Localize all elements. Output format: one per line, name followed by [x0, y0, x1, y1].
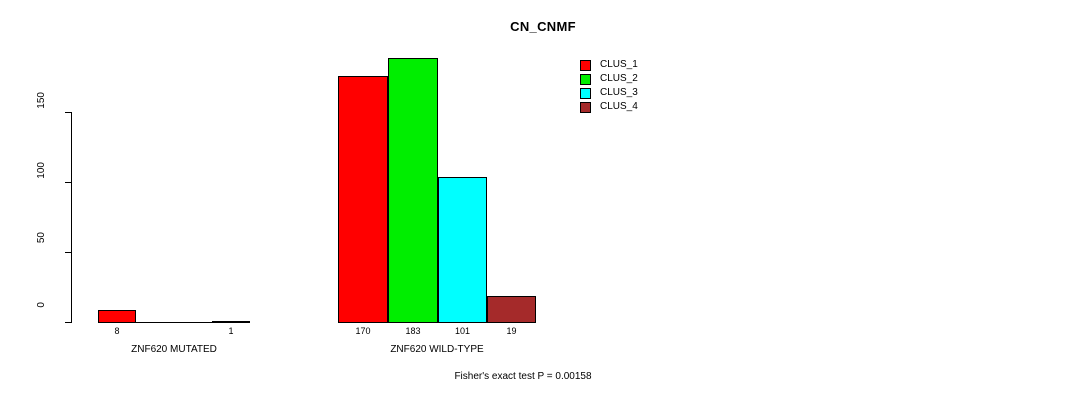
y-tick-label-50: 50 [36, 232, 47, 244]
chart-title: CN_CNMF [0, 19, 1090, 34]
bar-value-label-wildtype-clus2: 183 [405, 326, 421, 336]
legend-swatch-icon-clus4 [580, 102, 591, 113]
legend-label-clus4: CLUS_4 [600, 101, 638, 112]
legend-label-clus2: CLUS_2 [600, 73, 638, 84]
legend-label-clus1: CLUS_1 [600, 59, 638, 70]
y-tick-label-0: 0 [36, 302, 47, 308]
bar-value-label-wildtype-clus3: 101 [454, 326, 471, 336]
legend-label-clus3: CLUS_3 [600, 87, 638, 98]
y-tick-mark-100 [65, 182, 71, 183]
y-tick-mark-0 [65, 322, 71, 323]
legend-swatch-icon-clus3 [580, 88, 591, 99]
bar-mutated-clus2 [136, 322, 174, 323]
bar-wildtype-clus1 [338, 76, 388, 323]
legend-swatch-icon-clus1 [580, 60, 591, 71]
group-label-mutated: ZNF620 MUTATED [131, 344, 217, 355]
bar-wildtype-clus2 [388, 58, 438, 323]
bar-wildtype-clus4 [487, 296, 536, 323]
bar-mutated-clus4 [212, 321, 250, 323]
bar-wildtype-clus3 [438, 177, 487, 323]
y-tick-mark-150 [65, 112, 71, 113]
bar-value-label-wildtype-clus4: 19 [506, 326, 517, 336]
y-tick-label-100: 100 [36, 162, 47, 179]
chart-title-text: CN_CNMF [510, 19, 576, 34]
bar-value-label-wildtype-clus1: 170 [355, 326, 371, 336]
y-tick-label-150: 150 [36, 92, 47, 109]
legend-swatch-icon-clus2 [580, 74, 591, 85]
bar-mutated-clus1 [98, 310, 136, 323]
statistical-test-text: Fisher's exact test P = 0.00158 [454, 371, 592, 382]
bar-value-label-mutated-clus1: 8 [114, 326, 120, 336]
y-axis-line [71, 112, 72, 323]
y-tick-mark-50 [65, 252, 71, 253]
statistical-test-annotation: Fisher's exact test P = 0.00158 [0, 371, 1090, 382]
bar-value-label-mutated-clus4: 1 [228, 326, 234, 336]
bar-mutated-clus3 [174, 322, 212, 323]
group-label-wildtype: ZNF620 WILD-TYPE [390, 344, 484, 355]
